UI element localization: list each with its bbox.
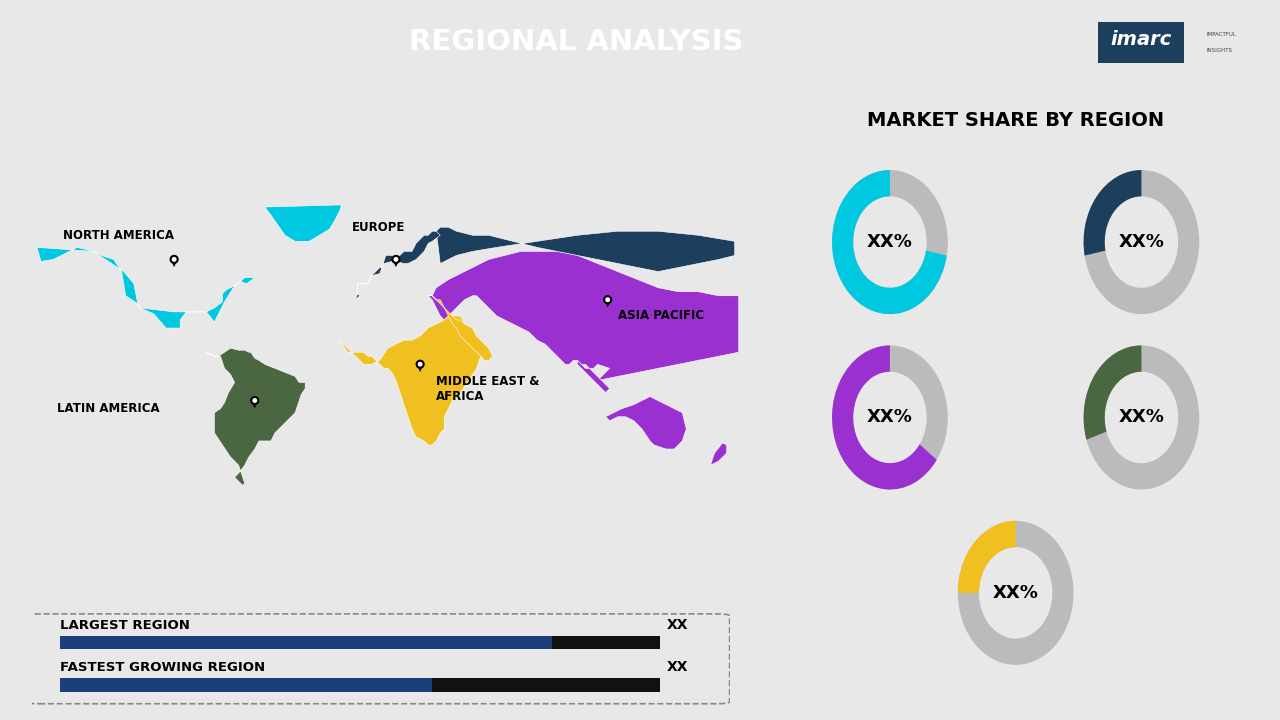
Text: REGIONAL ANALYSIS: REGIONAL ANALYSIS — [408, 29, 744, 56]
Polygon shape — [416, 364, 424, 372]
Text: XX%: XX% — [1119, 233, 1165, 251]
Text: LARGEST REGION: LARGEST REGION — [60, 619, 189, 632]
Text: INSIGHTS: INSIGHTS — [1207, 48, 1233, 53]
FancyBboxPatch shape — [26, 614, 730, 703]
Text: imarc: imarc — [1111, 30, 1171, 50]
Polygon shape — [393, 259, 399, 267]
Polygon shape — [436, 228, 735, 271]
Text: ASIA PACIFIC: ASIA PACIFIC — [618, 310, 704, 323]
Circle shape — [170, 256, 178, 264]
Bar — [60, 678, 431, 691]
Polygon shape — [429, 296, 493, 360]
Circle shape — [392, 256, 399, 264]
Text: MIDDLE EAST &
AFRICA: MIDDLE EAST & AFRICA — [436, 374, 540, 402]
Bar — [552, 636, 660, 649]
Text: MARKET SHARE BY REGION: MARKET SHARE BY REGION — [867, 111, 1165, 130]
Text: FASTEST GROWING REGION: FASTEST GROWING REGION — [60, 661, 265, 674]
Circle shape — [253, 399, 256, 402]
Text: XX%: XX% — [867, 408, 913, 426]
Wedge shape — [1084, 170, 1142, 256]
Polygon shape — [37, 248, 255, 328]
Polygon shape — [339, 316, 480, 445]
Wedge shape — [832, 170, 947, 314]
Wedge shape — [832, 170, 947, 314]
Text: IMPACTFUL: IMPACTFUL — [1207, 32, 1236, 37]
Text: LATIN AMERICA: LATIN AMERICA — [58, 402, 160, 415]
Text: NORTH AMERICA: NORTH AMERICA — [63, 229, 174, 242]
Polygon shape — [356, 231, 440, 300]
Circle shape — [173, 258, 175, 261]
Polygon shape — [710, 443, 727, 465]
Circle shape — [251, 397, 259, 405]
Wedge shape — [957, 521, 1016, 593]
Text: EUROPE: EUROPE — [352, 221, 404, 234]
Polygon shape — [605, 397, 686, 449]
Polygon shape — [206, 348, 305, 485]
Circle shape — [605, 298, 609, 302]
Polygon shape — [604, 300, 611, 307]
Polygon shape — [429, 251, 739, 384]
Text: XX%: XX% — [1119, 408, 1165, 426]
Text: XX: XX — [667, 660, 687, 674]
Wedge shape — [957, 521, 1074, 665]
FancyBboxPatch shape — [1098, 22, 1184, 63]
Wedge shape — [1084, 346, 1142, 440]
Circle shape — [416, 360, 424, 368]
Circle shape — [394, 258, 398, 261]
Text: XX%: XX% — [993, 584, 1038, 602]
Bar — [431, 678, 660, 691]
Wedge shape — [832, 346, 947, 490]
Polygon shape — [170, 259, 178, 267]
Polygon shape — [577, 360, 609, 392]
Polygon shape — [265, 205, 342, 241]
Wedge shape — [832, 346, 937, 490]
Text: XX: XX — [667, 618, 687, 632]
Bar — [60, 636, 552, 649]
Circle shape — [419, 362, 422, 366]
Wedge shape — [1084, 346, 1199, 490]
Text: XX%: XX% — [867, 233, 913, 251]
Circle shape — [604, 296, 612, 304]
Wedge shape — [1084, 170, 1199, 314]
Polygon shape — [251, 400, 259, 408]
